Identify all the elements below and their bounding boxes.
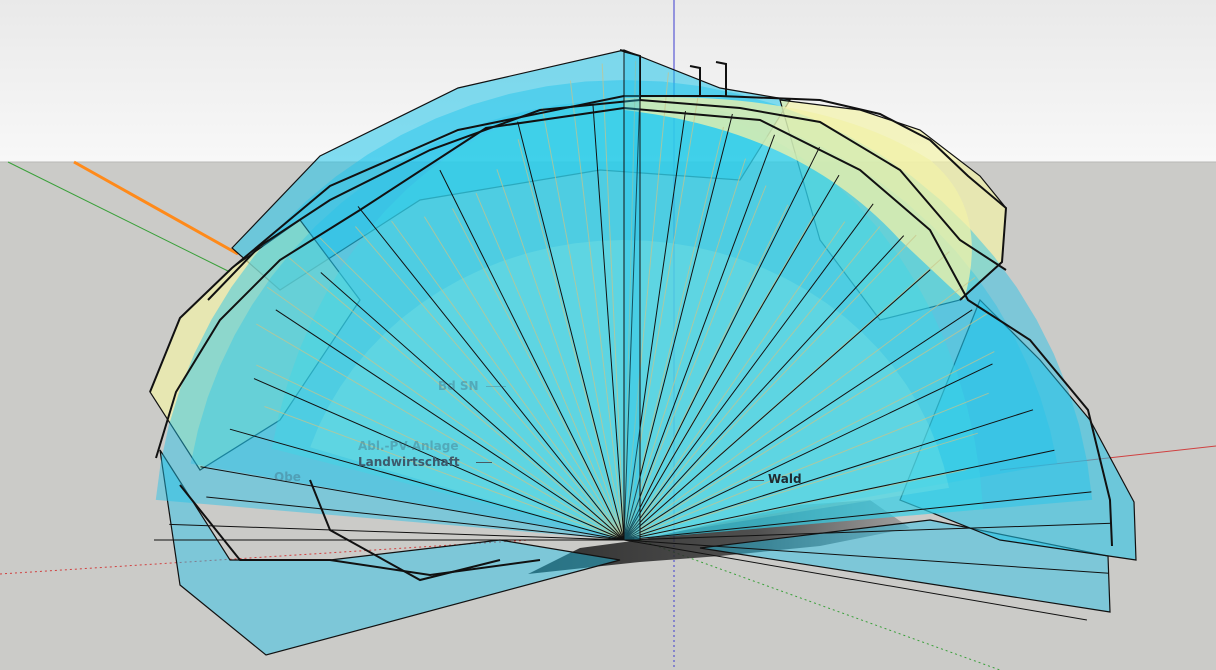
label-wald-leader [748, 480, 764, 481]
label-bd-sn: Bd SN [438, 379, 479, 393]
central-plate [624, 52, 640, 540]
label-landwirtschaft: Landwirtschaft [358, 455, 460, 469]
label-landwirtschaft-leader [476, 462, 492, 463]
label-obe: Obe [274, 470, 301, 484]
label-bd-sn-leader [486, 386, 506, 387]
label-anlage: Abl.-PV-Anlage [358, 439, 459, 453]
label-wald: Wald [768, 472, 802, 486]
